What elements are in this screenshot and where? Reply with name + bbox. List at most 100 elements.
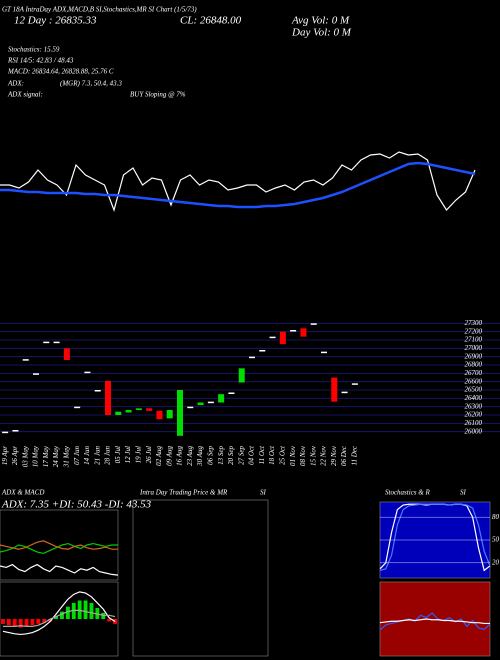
candle-body	[146, 408, 153, 411]
y-tick-label: 50	[492, 536, 500, 544]
y-tick-label: 27100	[465, 336, 483, 344]
candle-body	[310, 323, 317, 325]
histogram-bar	[54, 616, 58, 619]
candle-body	[187, 406, 194, 409]
histogram-bar	[42, 619, 47, 623]
y-tick-label: 26600	[465, 377, 483, 385]
x-tick-label: 28 Jun	[104, 446, 112, 465]
histogram-bar	[101, 612, 106, 619]
panel-title: Intra Day Trading Price & MR	[139, 489, 228, 497]
x-tick-label: 11 Dec	[350, 445, 358, 465]
candle-body	[22, 359, 29, 361]
candle-body	[12, 430, 19, 432]
panel-title: SI	[460, 489, 467, 497]
histogram-bar	[65, 606, 70, 619]
series-line	[379, 612, 491, 631]
histogram-bar	[48, 619, 53, 622]
candle-body	[218, 394, 225, 403]
day-vol: Day Vol: 0 M	[291, 27, 352, 39]
x-tick-label: 23 Aug	[186, 446, 194, 466]
x-tick-label: 26 Apr	[11, 446, 19, 465]
adx-signal-value: BUY Sloping @ 7%	[130, 91, 186, 99]
y-tick-label: 26300	[465, 402, 483, 410]
y-tick-label: 80	[492, 513, 500, 521]
histogram-bar	[89, 602, 94, 619]
candle-body	[300, 328, 307, 337]
x-tick-label: 30 Aug	[196, 446, 204, 467]
y-tick-label: 27000	[465, 344, 483, 352]
x-tick-label: 14 Jun	[83, 446, 91, 465]
series-line	[0, 151, 476, 212]
close: CL: 26848.00	[180, 15, 242, 27]
y-tick-label: 26700	[465, 369, 483, 377]
series-line	[0, 161, 476, 209]
candle-body	[43, 341, 50, 344]
y-tick-label: 26800	[465, 361, 483, 369]
candle-body	[228, 392, 235, 394]
candle-body	[74, 406, 81, 409]
candle-body	[197, 402, 204, 405]
candle-body	[33, 373, 39, 375]
x-tick-label: 07 Jun	[73, 446, 81, 465]
rsi: RSI 14/5: 42.83 / 48.43	[7, 57, 74, 65]
candle-body	[321, 351, 327, 354]
x-tick-label: 04 Oct	[248, 445, 256, 465]
x-tick-label: 08 Nov	[299, 445, 307, 466]
x-tick-label: 09 Aug	[165, 446, 173, 466]
candle-body	[238, 368, 245, 383]
y-tick-label: 26000	[465, 427, 483, 435]
candle-body	[105, 380, 111, 415]
histogram-bar	[83, 600, 88, 619]
avg-vol: Avg Vol: 0 M	[291, 15, 350, 27]
candle-body	[279, 331, 286, 345]
candle-body	[177, 390, 183, 436]
histogram-bar	[95, 607, 100, 619]
x-tick-label: 21 Jun	[93, 446, 101, 465]
histogram-bar	[6, 619, 11, 626]
series-line	[0, 542, 118, 555]
x-tick-label: 22 Nov	[320, 445, 328, 466]
x-tick-label: 27 Sep	[237, 446, 245, 465]
x-tick-label: 06 Dec	[340, 445, 348, 466]
candle-body	[207, 401, 214, 404]
panel-title: SI	[260, 489, 267, 497]
panel-frame	[132, 499, 269, 657]
adx-signal: ADX signal:	[7, 91, 43, 99]
histogram-bar	[18, 619, 23, 628]
histogram-bar	[71, 602, 76, 619]
series-line	[379, 618, 490, 625]
histogram-bar	[36, 619, 41, 624]
panel-bg	[380, 582, 490, 656]
candle-body	[269, 336, 276, 339]
day12: 12 Day : 26835.33	[14, 15, 97, 27]
macd: MACD: 26834.64, 26828.88, 25.76 C	[7, 68, 114, 76]
candle-body	[84, 371, 91, 374]
x-tick-label: 02 Aug	[155, 446, 163, 466]
histogram-bar	[30, 619, 35, 626]
x-tick-label: 19 Jul	[134, 446, 142, 463]
candle-body	[94, 390, 101, 392]
y-tick-label: 27300	[465, 319, 483, 327]
x-tick-label: 15 Nov	[309, 445, 317, 466]
x-tick-label: 03 May	[21, 445, 29, 467]
chart-title: GT 18A IntraDay ADX,MACD,B SI,Stochastic…	[2, 6, 197, 14]
x-tick-label: 26 Jul	[145, 446, 153, 463]
x-tick-label: 31 May	[62, 445, 70, 468]
y-tick-label: 26500	[465, 386, 483, 394]
candle-body	[351, 383, 358, 385]
panel-frame	[0, 581, 119, 657]
candle-body	[63, 348, 70, 360]
series-line	[379, 503, 491, 571]
candle-body	[290, 330, 297, 332]
x-tick-label: 12 Jul	[124, 446, 132, 463]
panel-title: Stochastics & R	[385, 489, 430, 497]
x-tick-label: 25 Oct	[278, 445, 286, 465]
x-tick-label: 24 May	[52, 445, 60, 467]
y-tick-label: 26400	[465, 394, 483, 402]
x-tick-label: 16 Aug	[176, 446, 184, 466]
histogram-bar	[12, 619, 17, 627]
series-line	[0, 540, 118, 550]
candle-body	[115, 411, 122, 415]
x-tick-label: 06 Sep	[206, 446, 214, 465]
